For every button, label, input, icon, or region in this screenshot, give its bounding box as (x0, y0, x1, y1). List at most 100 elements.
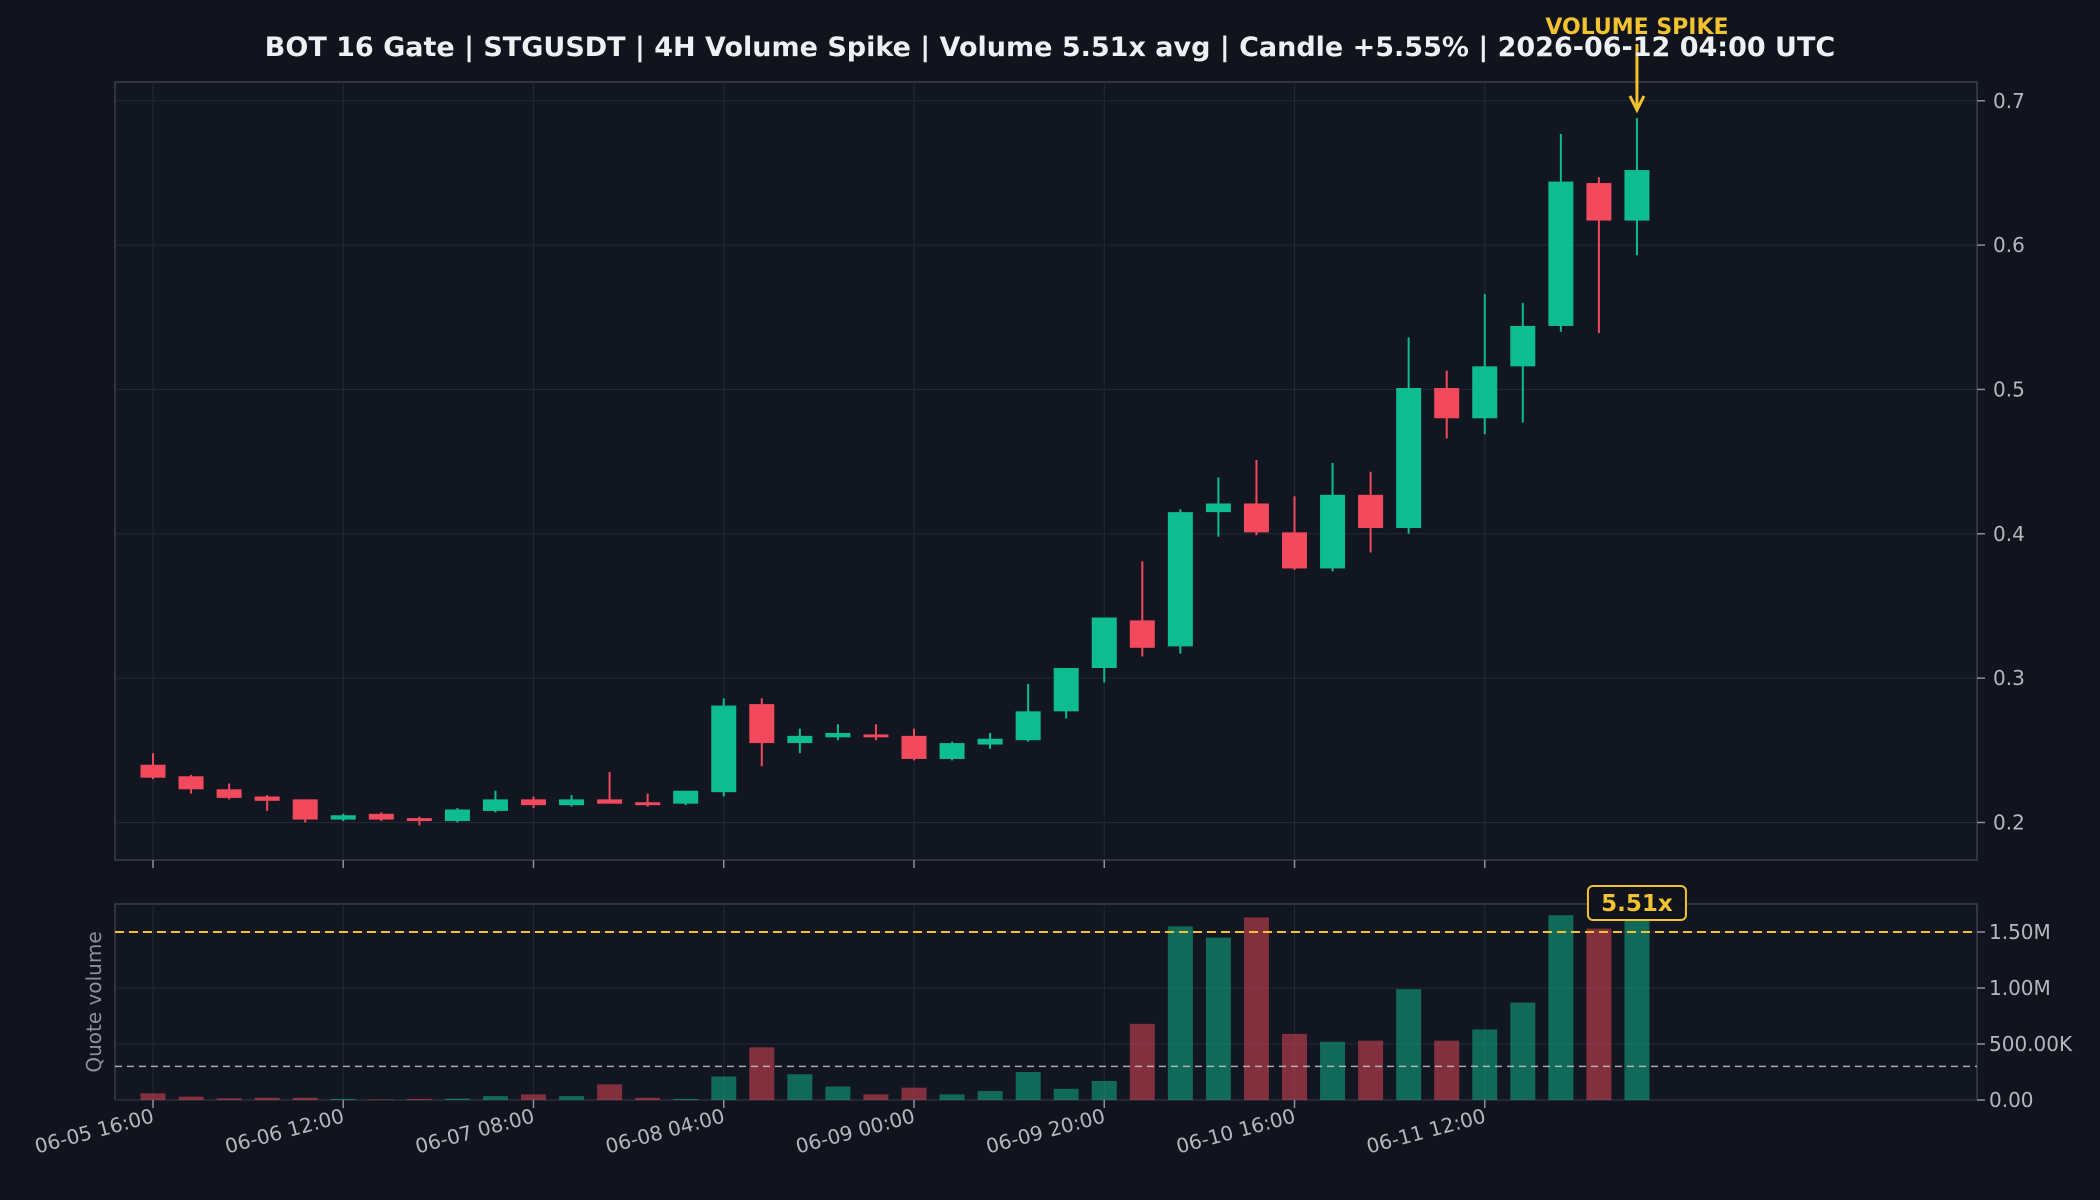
volume-bar (1205, 937, 1231, 1100)
price-tick-label: 0.5 (1993, 377, 2025, 401)
volume-bar (1358, 1040, 1384, 1100)
volume-bar (749, 1047, 775, 1100)
candle-body (1548, 181, 1574, 326)
volume-tick-label: 500.00K (1989, 1032, 2073, 1056)
candle-body (482, 799, 508, 811)
candle-body (368, 813, 394, 820)
candle-body (292, 799, 318, 820)
volume-bar (1396, 989, 1422, 1100)
volume-bar (1053, 1088, 1079, 1100)
volume-bar (406, 1098, 432, 1100)
volume-spike-label: VOLUME SPIKE (1545, 15, 1728, 40)
candle-body (1510, 325, 1536, 367)
volume-bar (444, 1098, 470, 1100)
volume-badge-box (1586, 885, 1687, 921)
candle-body (444, 809, 470, 822)
candle-body (711, 705, 737, 793)
volume-bar (825, 1086, 851, 1100)
volume-bar (977, 1091, 1003, 1100)
candle-body (1053, 668, 1079, 712)
candle-body (559, 799, 585, 806)
volume-y-axis-label: Quote volume (82, 931, 106, 1072)
candle-body (406, 818, 432, 822)
candle-body (178, 776, 204, 790)
candle-body (1282, 532, 1307, 569)
volume-bar (1548, 915, 1574, 1100)
volume-bar (1320, 1041, 1346, 1100)
volume-bar (140, 1093, 166, 1100)
volume-bar (521, 1094, 546, 1100)
candle-body (1243, 503, 1269, 533)
volume-panel: 0.00 500.00K 1.00M 1.50M Quote volume (82, 903, 2073, 1112)
candle-body (1358, 494, 1384, 529)
candle-body (1396, 388, 1422, 529)
candle-body (140, 764, 166, 778)
volume-bar (635, 1097, 661, 1100)
volume-badge: 5.51x (1601, 891, 1673, 917)
candle-body (1586, 183, 1612, 221)
volume-bar (368, 1099, 394, 1100)
candle-body (1091, 617, 1117, 669)
candle-body (1205, 503, 1231, 513)
volume-y-axis: 0.00 500.00K 1.00M 1.50M (1977, 920, 2073, 1112)
volume-panel-frame (114, 903, 1978, 1101)
volume-bar (482, 1096, 508, 1100)
candle-body (977, 738, 1003, 745)
candle-body (825, 732, 851, 738)
candle-body (863, 734, 889, 738)
volume-bar (901, 1087, 927, 1100)
volume-spike-arrow-head (1628, 95, 1646, 114)
volume-bar (1510, 1002, 1536, 1100)
volume-bar (597, 1084, 623, 1100)
price-panel: 0.2 0.3 0.4 0.5 0.6 0.7 (114, 81, 2025, 861)
volume-bar (1015, 1072, 1041, 1100)
candle-body (254, 796, 280, 801)
volume-bar (711, 1076, 737, 1100)
candle-body (521, 799, 546, 806)
volume-bar (178, 1096, 204, 1100)
volume-bar (1129, 1023, 1155, 1100)
volume-bar (292, 1097, 318, 1100)
volume-bar (939, 1094, 965, 1100)
volume-bar (1434, 1040, 1460, 1100)
volume-bars (140, 915, 1650, 1100)
candle-body (749, 704, 775, 744)
candle-body (1624, 170, 1650, 221)
volume-reference-lines (115, 931, 1977, 1068)
candle-body (635, 802, 661, 806)
volume-bar (1624, 918, 1650, 1100)
chart-title: BOT 16 Gate | STGUSDT | 4H Volume Spike … (265, 32, 1835, 63)
candle-body (939, 743, 965, 759)
volume-bar (1586, 928, 1612, 1100)
price-panel-frame (114, 81, 1978, 861)
volume-bar (863, 1094, 889, 1100)
candle-body (1015, 711, 1041, 741)
volume-bar (1472, 1029, 1498, 1100)
candle-body (216, 789, 242, 798)
volume-bar (1243, 917, 1269, 1100)
candle-body (673, 790, 699, 804)
price-y-axis: 0.2 0.3 0.4 0.5 0.6 0.7 (1977, 89, 2025, 834)
volume-bar (787, 1074, 813, 1100)
candle-body (787, 735, 813, 744)
volume-tick-label: 1.00M (1989, 976, 2051, 1000)
candle-body (330, 815, 356, 820)
candles (140, 118, 1650, 826)
volume-bar (1091, 1080, 1117, 1100)
candle-body (901, 735, 927, 759)
volume-bar (559, 1096, 585, 1100)
candle-body (597, 799, 623, 804)
candle-body (1320, 494, 1346, 569)
price-tick-label: 0.2 (1993, 810, 2025, 834)
price-tick-label: 0.7 (1993, 89, 2025, 113)
volume-bar (216, 1098, 242, 1100)
price-tick-label: 0.3 (1993, 666, 2025, 690)
candle-body (1129, 620, 1155, 648)
volume-bar (254, 1097, 280, 1100)
volume-tick-label: 1.50M (1989, 920, 2051, 944)
candle-body (1472, 366, 1498, 419)
volume-spike-annotation: VOLUME SPIKE 5.51x (1545, 15, 1729, 921)
candle-body (1167, 512, 1193, 647)
volume-tick-label: 0.00 (1989, 1088, 2034, 1112)
